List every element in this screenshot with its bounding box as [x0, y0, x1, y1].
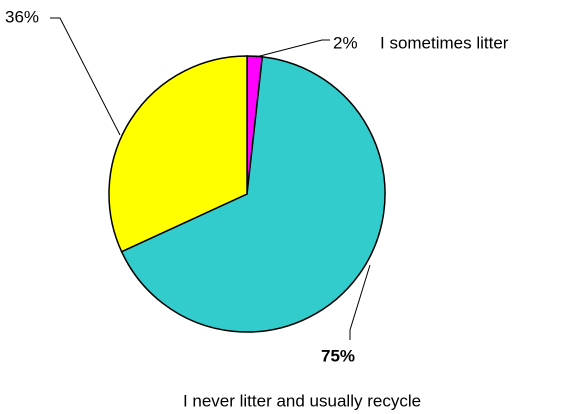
leader-line	[349, 264, 371, 340]
leader-line	[255, 39, 330, 58]
leader-line	[50, 17, 121, 136]
category-label: I never litter and usually recycle	[183, 391, 421, 410]
data-label: 36%	[5, 7, 39, 26]
data-label: 2%	[333, 33, 358, 52]
category-label: I sometimes litter	[380, 33, 509, 52]
pie-slice	[108, 55, 248, 253]
data-label: 75%	[321, 346, 355, 365]
pie-slice	[120, 56, 386, 333]
